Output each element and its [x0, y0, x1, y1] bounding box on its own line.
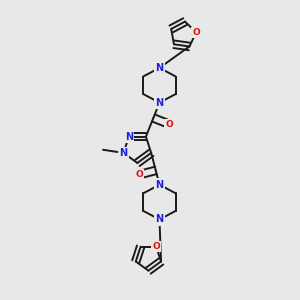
Text: N: N	[125, 132, 133, 142]
Text: O: O	[166, 120, 173, 129]
Text: O: O	[192, 28, 200, 37]
Text: N: N	[155, 98, 164, 108]
Text: O: O	[135, 170, 143, 179]
Text: N: N	[155, 180, 164, 190]
Text: O: O	[152, 242, 160, 251]
Text: N: N	[119, 148, 128, 158]
Text: N: N	[155, 214, 164, 224]
Text: N: N	[155, 63, 164, 73]
